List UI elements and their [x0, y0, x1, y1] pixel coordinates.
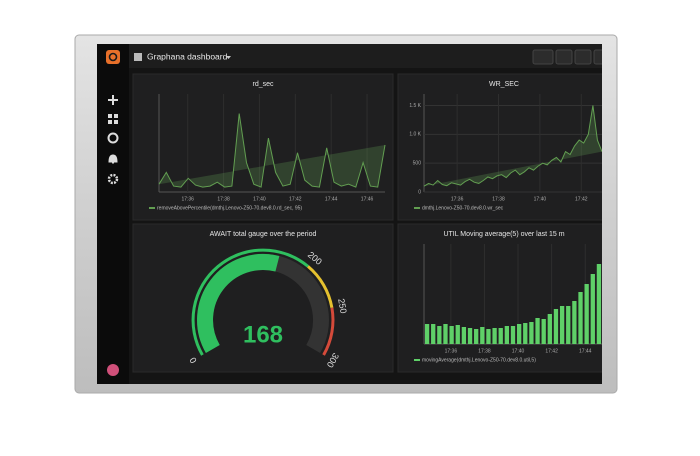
- dashboards-nav-icon[interactable]: [108, 114, 118, 124]
- legend-label: removeAbovePercentile(dmthj.Lenovo-Z50-7…: [157, 205, 302, 211]
- dashboard: Graphana dashboard rd_sec 17:36 17:38 17:40…: [97, 44, 610, 384]
- gauge-tick-label: 0: [188, 356, 199, 365]
- panel-title: WR_SEC: [489, 81, 519, 88]
- star-button[interactable]: [555, 49, 573, 65]
- alerts-icon[interactable]: [108, 154, 118, 164]
- legend-swatch: [414, 359, 420, 361]
- x-tick-label: 17:44: [579, 348, 592, 354]
- top-nav: [129, 44, 602, 68]
- x-tick-label: 17:36: [451, 196, 464, 202]
- x-tick-label: 17:44: [325, 196, 338, 202]
- user-avatar[interactable]: [107, 364, 119, 376]
- bar: [566, 306, 571, 344]
- legend-label: dmthj.Lenovo-Z50-70.dev8.0.wr_sec: [422, 205, 504, 211]
- panel-title: AWAIT total gauge over the period: [210, 231, 317, 238]
- y-tick-label: 1.0 K: [409, 132, 421, 138]
- x-tick-label: 17:46: [361, 196, 374, 202]
- bar: [547, 314, 552, 344]
- bar: [510, 326, 516, 344]
- legend-label: movingAverage(dmthj.Lenovo-Z50-70.dev8.0…: [422, 357, 536, 363]
- bar: [541, 319, 546, 344]
- x-tick-label: 17:42: [575, 196, 588, 202]
- bar: [498, 328, 503, 344]
- y-tick-label: 0: [418, 189, 421, 195]
- panel-title: rd_sec: [252, 81, 274, 88]
- bar: [431, 324, 436, 344]
- bar: [559, 306, 565, 344]
- x-tick-label: 17:42: [545, 348, 558, 354]
- legend-swatch: [149, 207, 155, 209]
- bar: [590, 274, 595, 344]
- y-tick-label: 1.5 K: [409, 103, 421, 109]
- bar: [474, 329, 479, 344]
- gauge-value-arc: [197, 254, 280, 353]
- panel-title: UTIL Moving average(5) over last 15 m: [443, 231, 564, 238]
- threshold-band: [191, 248, 309, 356]
- series-line: [423, 105, 602, 187]
- bar: [424, 324, 430, 344]
- panel: [397, 73, 602, 221]
- x-tick-label: 17:36: [445, 348, 458, 354]
- x-tick-label: 17:42: [289, 196, 302, 202]
- panel: [397, 223, 602, 373]
- bar: [443, 324, 448, 344]
- gauge-value: 168: [243, 321, 283, 348]
- bar: [504, 326, 510, 344]
- threshold-band: [307, 265, 334, 309]
- bar: [535, 318, 540, 344]
- y-tick-label: 500: [413, 161, 422, 167]
- series-line: [158, 113, 386, 188]
- bar: [523, 323, 528, 344]
- bar: [578, 292, 583, 344]
- x-tick-label: 17:40: [512, 348, 525, 354]
- dashboards-icon: [134, 53, 142, 61]
- bar: [486, 329, 491, 344]
- bar: [461, 327, 467, 344]
- threshold-band: [322, 307, 335, 356]
- x-tick-label: 17:38: [217, 196, 230, 202]
- settings-icon[interactable]: [107, 173, 119, 185]
- logo[interactable]: [106, 50, 120, 64]
- bar: [596, 264, 602, 344]
- bar: [584, 284, 589, 344]
- save-button[interactable]: [593, 49, 610, 65]
- logo-mark: [108, 52, 118, 62]
- bar: [572, 301, 577, 344]
- add-panel-button[interactable]: [532, 49, 554, 65]
- x-tick-label: 17:40: [534, 196, 547, 202]
- bar: [437, 326, 442, 344]
- x-tick-label: 17:38: [492, 196, 505, 202]
- dropdown-caret[interactable]: [226, 56, 231, 59]
- share-button[interactable]: [574, 49, 592, 65]
- bar: [516, 324, 522, 344]
- x-tick-label: 17:40: [253, 196, 266, 202]
- gauge-tick-label: 250: [336, 298, 348, 315]
- bar: [492, 328, 497, 344]
- panel: [132, 223, 394, 373]
- explore-icon[interactable]: [107, 132, 119, 144]
- x-tick-label: 17:38: [478, 348, 491, 354]
- bar: [553, 309, 559, 344]
- create-icon[interactable]: [108, 95, 118, 105]
- dashboard-title[interactable]: Graphana dashboard: [147, 51, 228, 61]
- bar: [455, 325, 460, 344]
- bar: [467, 328, 473, 344]
- bar: [449, 326, 454, 344]
- legend-swatch: [414, 207, 420, 209]
- panel: [132, 73, 394, 221]
- x-tick-label: 17:36: [181, 196, 194, 202]
- bar: [529, 322, 534, 344]
- bar: [480, 327, 485, 344]
